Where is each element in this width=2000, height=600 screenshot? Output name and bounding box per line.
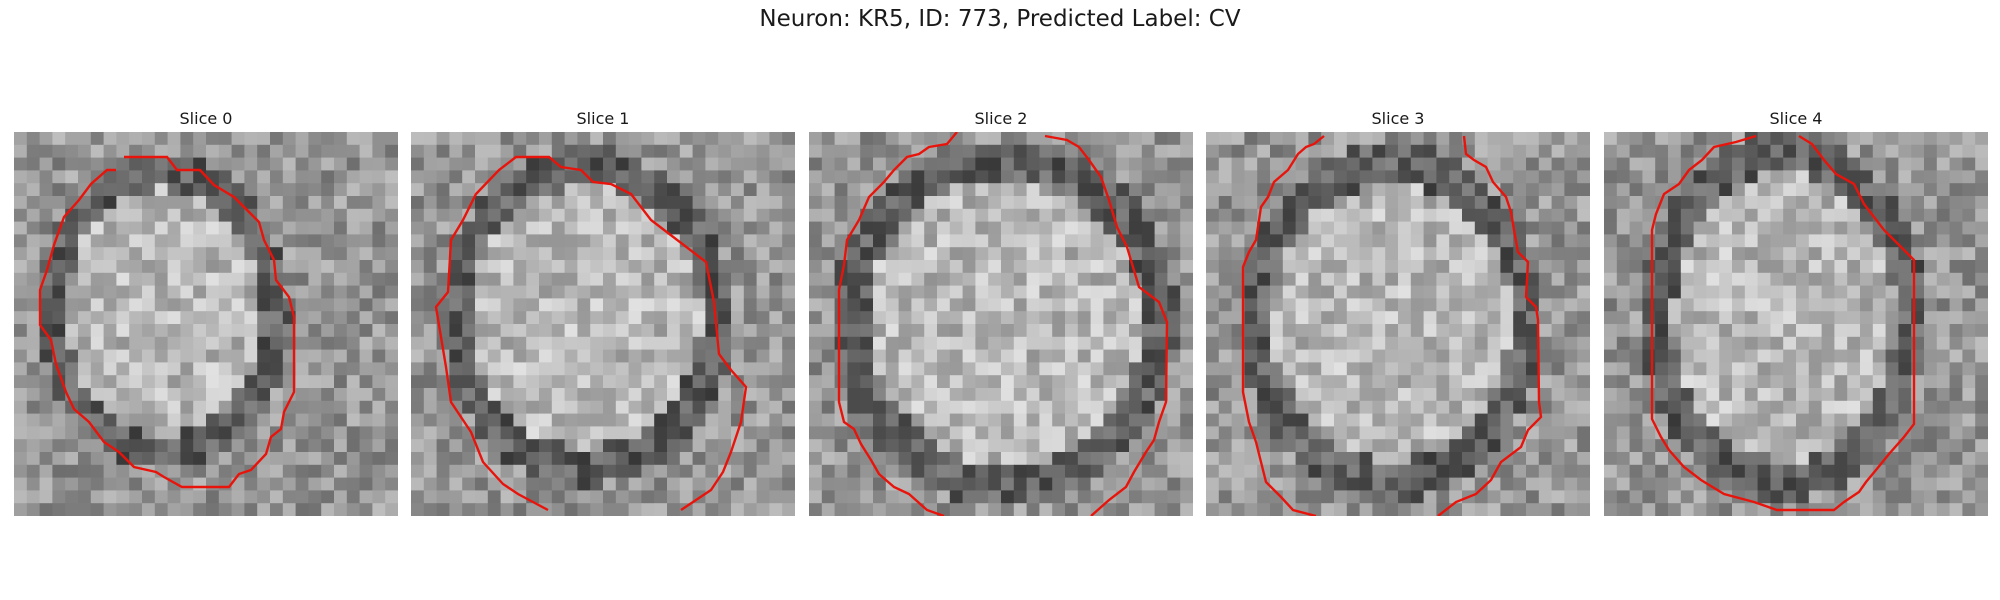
- membrane-contour-line: [1241, 135, 1325, 516]
- slice-image: [14, 132, 398, 516]
- slice-title: Slice 4: [1769, 109, 1823, 128]
- slice-image: [1604, 132, 1988, 516]
- slice-image: [1206, 132, 1590, 516]
- membrane-contour-line: [1437, 135, 1543, 516]
- em-texture: [14, 132, 398, 516]
- membrane-contour-line: [434, 155, 748, 512]
- slice-panel-2: Slice 2: [809, 108, 1193, 516]
- membrane-contour-line: [837, 132, 958, 516]
- slice-panel-4: Slice 4: [1604, 108, 1988, 516]
- slice-panel-3: Slice 3: [1206, 108, 1590, 516]
- slice-panel-1: Slice 1: [411, 108, 795, 516]
- slice-image: [809, 132, 1193, 516]
- slice-title: Slice 0: [179, 109, 233, 128]
- em-texture: [809, 132, 1193, 516]
- slice-title: Slice 2: [974, 109, 1028, 128]
- em-texture: [1206, 132, 1590, 516]
- membrane-contour-line: [38, 155, 296, 489]
- em-texture: [411, 132, 795, 516]
- membrane-contour-line: [1044, 134, 1169, 516]
- em-texture: [1604, 132, 1988, 516]
- slice-panel-0: Slice 0: [14, 108, 398, 516]
- slice-image: [411, 132, 795, 516]
- membrane-contour-line: [1650, 134, 1916, 512]
- slice-title: Slice 1: [576, 109, 630, 128]
- slice-title: Slice 3: [1371, 109, 1425, 128]
- figure-title: Neuron: KR5, ID: 773, Predicted Label: C…: [759, 6, 1241, 32]
